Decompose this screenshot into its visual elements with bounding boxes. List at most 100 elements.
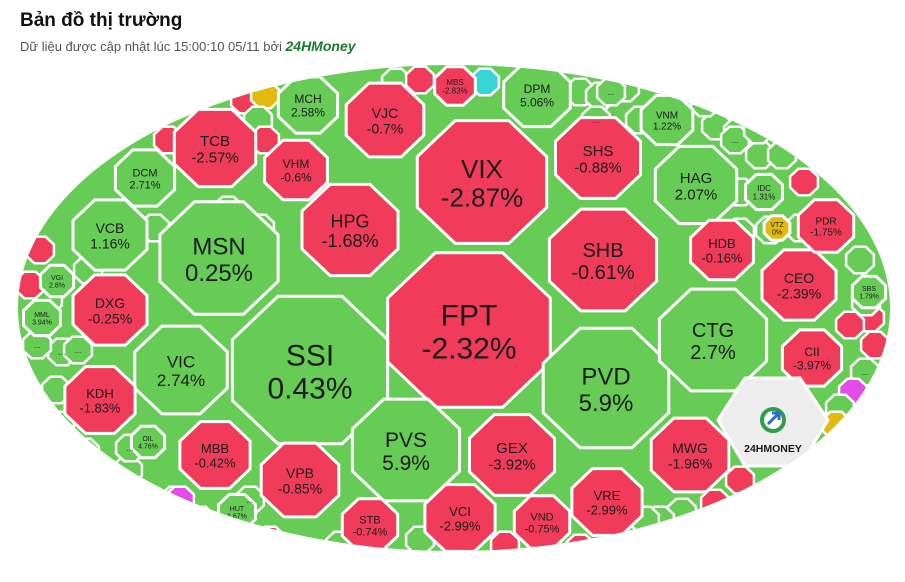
small-stock-cell[interactable] (184, 505, 216, 535)
stock-change-vcb: 1.16% (90, 235, 130, 251)
stock-symbol-mbb: MBB (201, 441, 229, 456)
stock-cell-stb[interactable] (340, 497, 400, 552)
stock-cell-vic[interactable] (133, 324, 229, 416)
small-stock-cell[interactable] (788, 167, 820, 197)
stock-cell-cii[interactable] (780, 328, 844, 388)
small-stock-cell[interactable] (564, 533, 596, 561)
stock-cell-vgi[interactable] (38, 263, 76, 299)
stock-cell-idc[interactable] (744, 172, 784, 212)
small-stock-cell[interactable] (114, 495, 146, 525)
stock-cell-mbb[interactable] (178, 420, 252, 490)
small-cell-ellipsis: ... (755, 126, 762, 135)
stock-cell-dpm[interactable] (502, 63, 572, 129)
stock-change-ssi: 0.43% (267, 373, 352, 406)
stock-cell-hpg[interactable] (300, 182, 400, 278)
stock-cell-mwg[interactable] (649, 416, 731, 494)
stock-cell-vhm[interactable] (263, 138, 329, 202)
stock-cell-shs[interactable] (554, 116, 642, 200)
stock-cell-vcb[interactable] (71, 198, 149, 272)
small-stock-cell[interactable] (489, 530, 521, 558)
stock-cell-oil[interactable] (129, 424, 167, 460)
stock-symbol-vhm: VHM (283, 157, 310, 171)
stock-change-gex: -3.92% (488, 456, 536, 473)
stock-cell-tcb[interactable] (172, 107, 258, 189)
stock-cell-dcm[interactable] (113, 148, 177, 208)
stock-cell-vci[interactable] (423, 483, 497, 552)
stock-change-vnd: -0.75% (525, 523, 560, 535)
stock-cell-vix[interactable] (415, 119, 549, 245)
brand-name[interactable]: 24HMoney (285, 38, 356, 54)
stock-cell-pvd[interactable] (541, 326, 671, 450)
stock-cell-pdr[interactable] (796, 198, 856, 254)
stock-cell-kdh[interactable] (63, 365, 137, 435)
stock-symbol-oil: OIL (142, 436, 153, 443)
stock-change-mch: 2.58% (291, 105, 325, 119)
small-stock-cell[interactable] (742, 115, 774, 145)
stock-symbol-shb: SHB (582, 240, 623, 262)
stock-change-hut: 1.67% (227, 514, 247, 521)
small-stock-cell[interactable] (24, 235, 56, 265)
stock-symbol-pvd: PVD (581, 363, 630, 390)
small-stock-cell[interactable] (844, 245, 876, 275)
small-stock-cell[interactable] (62, 335, 94, 365)
small-stock-cell[interactable] (164, 485, 196, 515)
small-stock-cell[interactable] (404, 65, 436, 95)
stock-symbol-msn: MSN (192, 233, 245, 260)
stock-change-pvs: 5.9% (382, 452, 430, 475)
small-stock-cell[interactable] (699, 488, 731, 518)
small-stock-cell[interactable] (791, 455, 823, 485)
stock-cell-hdb[interactable] (689, 218, 755, 282)
stock-cell-pvs[interactable] (350, 397, 462, 503)
small-stock-cell[interactable] (40, 375, 72, 405)
small-cell-ellipsis: ... (34, 341, 41, 350)
stock-cell-vpb[interactable] (259, 441, 341, 519)
stock-cell-shb[interactable] (547, 207, 659, 313)
stock-cell-ceo[interactable] (760, 248, 838, 322)
logo-text: 24HMONEY (744, 443, 802, 455)
stock-symbol-shs: SHS (583, 143, 614, 160)
stock-symbol-tcb: TCB (200, 133, 230, 150)
stock-change-fpt: -2.32% (421, 333, 516, 366)
stock-cell-msn[interactable] (158, 200, 280, 316)
stock-cell-vtz[interactable] (762, 214, 792, 242)
stock-cell-fpt[interactable] (386, 251, 552, 409)
stock-symbol-vgi: VGI (51, 275, 63, 282)
stock-cell-vnm[interactable] (639, 93, 695, 147)
stock-cell-dxg[interactable] (71, 273, 149, 347)
stock-symbol-pdr: PDR (815, 217, 836, 228)
small-stock-cell[interactable] (766, 140, 798, 170)
stock-symbol-hpg: HPG (330, 211, 369, 231)
stock-cell-ssi[interactable] (230, 294, 390, 446)
small-cell-ellipsis: ... (127, 444, 134, 453)
small-stock-cell[interactable] (859, 330, 890, 360)
stock-symbol-idc: IDC (757, 184, 771, 193)
small-stock-cell[interactable] (134, 98, 166, 128)
stock-change-vci: -2.99% (439, 518, 481, 533)
small-cell-ellipsis: ... (593, 116, 600, 125)
small-stock-cell[interactable] (595, 77, 627, 107)
stock-cell-mch[interactable] (276, 75, 340, 135)
small-cell-ellipsis: ... (732, 136, 739, 145)
stock-cell-sbs[interactable] (850, 274, 888, 310)
stock-cell-hag[interactable] (653, 144, 739, 226)
stock-symbol-gex: GEX (496, 440, 528, 457)
stock-cell-mml[interactable] (22, 298, 62, 338)
stock-change-vtz: 0% (772, 230, 782, 237)
stock-symbol-vic: VIC (167, 352, 195, 371)
stock-cell-gex[interactable] (468, 413, 556, 497)
stock-change-shs: -0.88% (574, 159, 622, 176)
small-stock-cell[interactable] (249, 80, 281, 110)
stock-cell-vjc[interactable] (344, 81, 426, 159)
stock-symbol-dcm: DCM (132, 167, 157, 179)
stock-cell-mbs[interactable] (433, 65, 477, 107)
small-stock-cell[interactable] (834, 310, 866, 340)
stock-change-mbb: -0.42% (194, 455, 236, 470)
small-stock-cell[interactable] (689, 88, 721, 118)
stock-symbol-sbs: SBS (862, 286, 876, 293)
stock-symbol-kdh: KDH (86, 386, 113, 401)
small-stock-cell[interactable] (69, 437, 101, 467)
stock-change-vic: 2.74% (157, 371, 205, 390)
stock-cell-ctg[interactable] (657, 287, 769, 393)
update-text: Dữ liệu được cập nhật lúc 15:00:10 05/11… (20, 39, 282, 54)
small-stock-cell[interactable] (254, 525, 286, 553)
